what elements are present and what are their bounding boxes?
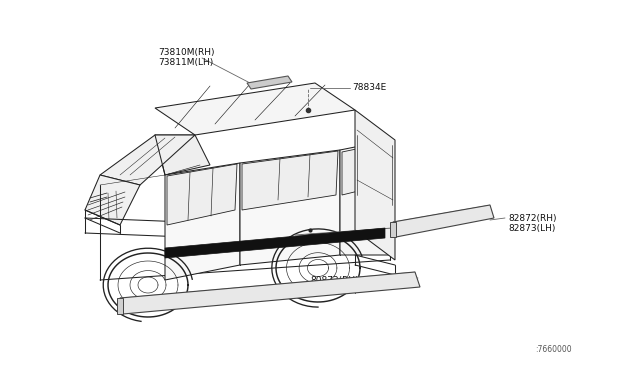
Polygon shape xyxy=(155,83,355,135)
Polygon shape xyxy=(242,151,338,210)
Polygon shape xyxy=(167,164,237,225)
Text: :7660000: :7660000 xyxy=(535,346,572,355)
Text: 73810M(RH): 73810M(RH) xyxy=(158,48,214,57)
Polygon shape xyxy=(355,110,395,260)
Text: 73811M(LH): 73811M(LH) xyxy=(158,58,213,67)
Polygon shape xyxy=(247,76,292,89)
Polygon shape xyxy=(155,135,210,175)
Text: 80873(LH): 80873(LH) xyxy=(310,285,358,295)
Polygon shape xyxy=(340,140,390,255)
Text: 82873(LH): 82873(LH) xyxy=(508,224,556,232)
Text: 82872(RH): 82872(RH) xyxy=(508,214,557,222)
Text: 78834E: 78834E xyxy=(352,83,387,92)
Polygon shape xyxy=(100,135,195,185)
Polygon shape xyxy=(165,228,385,258)
Polygon shape xyxy=(117,298,123,314)
Polygon shape xyxy=(390,222,396,237)
Polygon shape xyxy=(165,163,240,280)
Polygon shape xyxy=(85,175,140,225)
Polygon shape xyxy=(393,205,494,237)
Polygon shape xyxy=(342,143,385,195)
Text: 80872(RH): 80872(RH) xyxy=(310,276,358,285)
Polygon shape xyxy=(120,272,420,314)
Polygon shape xyxy=(240,150,340,265)
